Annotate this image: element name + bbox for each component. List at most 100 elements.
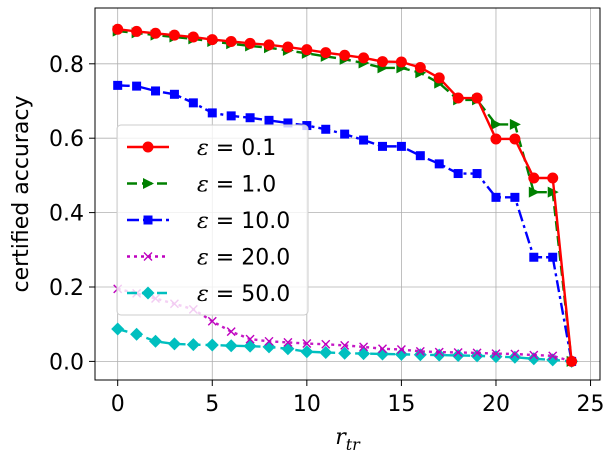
x-axis-label: rtr bbox=[335, 425, 361, 454]
data-point bbox=[491, 192, 501, 202]
data-point bbox=[359, 135, 369, 145]
data-point bbox=[319, 345, 333, 359]
data-point bbox=[226, 327, 236, 337]
legend-label: ε = 10.0 bbox=[197, 209, 290, 234]
data-point bbox=[453, 347, 463, 357]
data-point bbox=[432, 348, 446, 362]
data-point bbox=[151, 86, 161, 96]
data-point bbox=[453, 169, 463, 179]
data-point bbox=[300, 345, 314, 359]
data-point bbox=[548, 351, 558, 361]
data-point bbox=[358, 52, 370, 64]
data-point bbox=[340, 340, 350, 350]
legend-item: ε = 10.0 bbox=[127, 209, 290, 234]
data-point bbox=[529, 350, 539, 360]
data-point bbox=[321, 124, 331, 134]
data-point bbox=[528, 186, 540, 198]
data-point bbox=[186, 338, 200, 352]
data-point bbox=[508, 350, 522, 364]
data-point bbox=[243, 339, 257, 353]
data-point bbox=[377, 141, 387, 151]
data-point bbox=[396, 345, 406, 354]
data-point bbox=[150, 27, 162, 39]
data-point bbox=[206, 34, 218, 46]
data-point bbox=[490, 133, 502, 145]
data-point bbox=[547, 172, 559, 184]
legend-label: ε = 1.0 bbox=[197, 173, 276, 198]
data-point bbox=[434, 347, 444, 357]
legend-item: ε = 50.0 bbox=[127, 282, 290, 307]
series-layer bbox=[111, 23, 579, 368]
y-tick-label: 0.6 bbox=[49, 127, 84, 152]
data-point bbox=[339, 49, 351, 61]
legend-marker bbox=[143, 178, 154, 189]
data-point bbox=[433, 72, 445, 84]
data-point bbox=[414, 62, 426, 74]
data-point bbox=[130, 327, 144, 341]
x-tick-label: 10 bbox=[293, 392, 321, 417]
y-axis-label: certified accuracy bbox=[9, 95, 34, 292]
data-point bbox=[359, 342, 369, 352]
data-point bbox=[394, 347, 408, 361]
data-point bbox=[451, 348, 465, 362]
data-point bbox=[264, 115, 274, 125]
legend-label: ε = 50.0 bbox=[197, 282, 290, 307]
legend: ε = 0.1 ε = 1.0 ε = 10.0 ε = 20.0 ε = 50.0 bbox=[116, 124, 309, 316]
data-point bbox=[245, 334, 255, 344]
data-point bbox=[207, 316, 217, 326]
data-point bbox=[509, 133, 521, 145]
data-point bbox=[245, 113, 255, 123]
legend-item: ε = 0.1 bbox=[127, 136, 276, 161]
x-tick-label: 0 bbox=[111, 392, 125, 417]
data-point bbox=[168, 29, 180, 41]
data-point bbox=[244, 37, 256, 49]
plot-frame bbox=[94, 7, 601, 381]
legend-label: ε = 20.0 bbox=[197, 246, 290, 271]
data-point bbox=[490, 118, 502, 130]
data-point bbox=[301, 44, 313, 56]
x-tick-label: 25 bbox=[577, 392, 605, 417]
data-point bbox=[527, 352, 541, 366]
data-point bbox=[415, 151, 425, 161]
data-point bbox=[226, 111, 236, 121]
data-point bbox=[338, 346, 352, 360]
y-tick-label: 0.2 bbox=[49, 276, 84, 301]
data-point bbox=[169, 89, 179, 99]
data-point bbox=[396, 141, 406, 151]
data-point bbox=[340, 129, 350, 139]
data-point bbox=[529, 252, 539, 262]
tick-layer: 0 5 10 15 20 25 0.0 0.2 0.4 0.6 0.8 bbox=[49, 53, 605, 417]
data-point bbox=[566, 355, 578, 367]
data-point bbox=[281, 342, 295, 356]
x-tick-label: 15 bbox=[387, 392, 415, 417]
x-tick-label: 20 bbox=[482, 392, 510, 417]
y-tick-label: 0.8 bbox=[49, 53, 84, 78]
data-point bbox=[111, 322, 125, 336]
data-point bbox=[131, 25, 143, 37]
x-tick-label: 5 bbox=[205, 392, 219, 417]
data-point bbox=[434, 159, 444, 169]
data-point bbox=[357, 347, 371, 361]
legend-marker bbox=[142, 141, 154, 153]
data-point bbox=[548, 252, 558, 262]
series-0 bbox=[112, 23, 578, 367]
data-point bbox=[470, 349, 484, 363]
data-point bbox=[528, 172, 540, 184]
data-point bbox=[282, 41, 294, 53]
legend-item: ε = 20.0 bbox=[127, 246, 290, 271]
data-point bbox=[283, 337, 293, 347]
y-tick-label: 0.0 bbox=[49, 350, 84, 375]
data-point bbox=[224, 339, 238, 353]
data-point bbox=[375, 347, 389, 361]
data-point bbox=[263, 39, 275, 51]
legend-label: ε = 0.1 bbox=[197, 136, 276, 161]
data-point bbox=[377, 344, 387, 354]
data-point bbox=[510, 192, 520, 202]
data-point bbox=[167, 337, 181, 351]
data-point bbox=[302, 339, 312, 349]
data-point bbox=[283, 118, 293, 128]
data-point bbox=[205, 338, 219, 352]
data-point bbox=[149, 334, 163, 348]
data-point bbox=[471, 92, 483, 104]
